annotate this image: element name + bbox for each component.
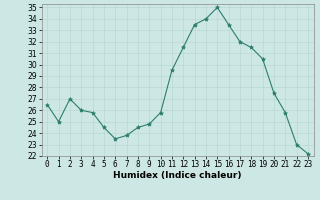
X-axis label: Humidex (Indice chaleur): Humidex (Indice chaleur) [113, 171, 242, 180]
